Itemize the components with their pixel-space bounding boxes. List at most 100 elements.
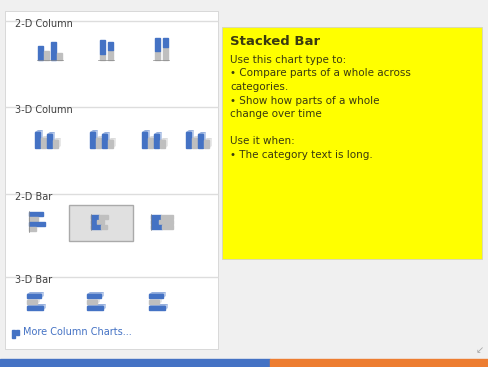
Bar xyxy=(29,227,36,231)
Polygon shape xyxy=(27,304,46,306)
Bar xyxy=(151,220,159,224)
Bar xyxy=(29,222,45,226)
Polygon shape xyxy=(209,138,212,148)
Polygon shape xyxy=(41,136,49,138)
Bar xyxy=(16,330,19,335)
Text: More Column Charts...: More Column Charts... xyxy=(23,327,132,337)
Bar xyxy=(38,46,43,60)
Polygon shape xyxy=(165,304,168,310)
Bar xyxy=(155,38,160,51)
Bar xyxy=(91,225,101,229)
Polygon shape xyxy=(197,136,200,148)
Bar xyxy=(41,138,46,148)
Bar xyxy=(27,294,41,298)
Bar xyxy=(99,215,108,219)
Polygon shape xyxy=(87,298,100,300)
Polygon shape xyxy=(27,298,40,300)
Bar xyxy=(96,138,101,148)
Polygon shape xyxy=(53,138,61,140)
Polygon shape xyxy=(37,298,40,304)
Polygon shape xyxy=(87,304,106,306)
Polygon shape xyxy=(41,292,44,298)
Polygon shape xyxy=(102,132,110,134)
Polygon shape xyxy=(148,136,156,138)
Bar xyxy=(91,220,97,224)
Bar xyxy=(102,134,107,148)
Polygon shape xyxy=(186,130,194,132)
Bar xyxy=(35,132,40,148)
Polygon shape xyxy=(58,138,61,148)
Text: change over time: change over time xyxy=(230,109,322,119)
Bar xyxy=(47,134,52,148)
Polygon shape xyxy=(154,132,162,134)
Text: Use it when:: Use it when: xyxy=(230,136,295,146)
Polygon shape xyxy=(90,130,98,132)
Polygon shape xyxy=(46,136,49,148)
Bar xyxy=(270,359,488,367)
Bar xyxy=(5,276,218,277)
Bar xyxy=(29,217,38,221)
Bar xyxy=(155,51,160,60)
Text: Use this chart type to:: Use this chart type to: xyxy=(230,55,346,65)
Polygon shape xyxy=(52,132,55,148)
Bar xyxy=(198,134,203,148)
Bar xyxy=(101,225,107,229)
Polygon shape xyxy=(101,136,104,148)
Text: • Show how parts of a whole: • Show how parts of a whole xyxy=(230,95,380,105)
Bar xyxy=(149,300,159,304)
Polygon shape xyxy=(43,304,46,310)
Bar xyxy=(5,106,218,107)
Polygon shape xyxy=(149,304,168,306)
Bar xyxy=(151,215,161,219)
Polygon shape xyxy=(40,130,43,148)
Bar xyxy=(154,134,159,148)
Bar xyxy=(44,51,49,60)
Bar xyxy=(161,215,173,219)
Bar xyxy=(91,215,99,219)
Bar xyxy=(149,294,163,298)
Polygon shape xyxy=(103,304,106,310)
Polygon shape xyxy=(203,132,206,148)
Polygon shape xyxy=(192,136,200,138)
Bar xyxy=(12,330,15,338)
Bar xyxy=(0,359,270,367)
Polygon shape xyxy=(163,292,166,298)
Bar xyxy=(151,225,162,229)
Polygon shape xyxy=(142,130,150,132)
Bar xyxy=(163,47,168,60)
Bar xyxy=(142,132,147,148)
Text: • The category text is long.: • The category text is long. xyxy=(230,149,373,160)
Bar xyxy=(159,220,173,224)
FancyBboxPatch shape xyxy=(5,11,218,349)
Bar xyxy=(27,306,43,310)
FancyBboxPatch shape xyxy=(222,27,482,259)
Polygon shape xyxy=(35,130,43,132)
Bar xyxy=(100,40,105,54)
Bar xyxy=(87,294,101,298)
FancyBboxPatch shape xyxy=(69,205,133,241)
Polygon shape xyxy=(27,292,44,294)
Bar xyxy=(53,140,58,148)
Polygon shape xyxy=(153,136,156,148)
Polygon shape xyxy=(149,298,162,300)
Bar xyxy=(29,212,43,216)
Bar xyxy=(149,306,165,310)
Polygon shape xyxy=(160,138,168,140)
Text: Stacked Bar: Stacked Bar xyxy=(230,35,320,48)
Text: • Compare parts of a whole across: • Compare parts of a whole across xyxy=(230,69,411,79)
Bar xyxy=(108,42,113,50)
Bar xyxy=(87,300,97,304)
Polygon shape xyxy=(159,132,162,148)
Bar xyxy=(162,225,173,229)
Bar xyxy=(148,138,153,148)
Polygon shape xyxy=(149,292,166,294)
Polygon shape xyxy=(107,132,110,148)
Bar xyxy=(57,53,62,60)
Polygon shape xyxy=(108,138,116,140)
Polygon shape xyxy=(165,138,168,148)
Bar xyxy=(204,140,209,148)
Polygon shape xyxy=(198,132,206,134)
Bar xyxy=(51,42,56,60)
Polygon shape xyxy=(147,130,150,148)
Polygon shape xyxy=(113,138,116,148)
